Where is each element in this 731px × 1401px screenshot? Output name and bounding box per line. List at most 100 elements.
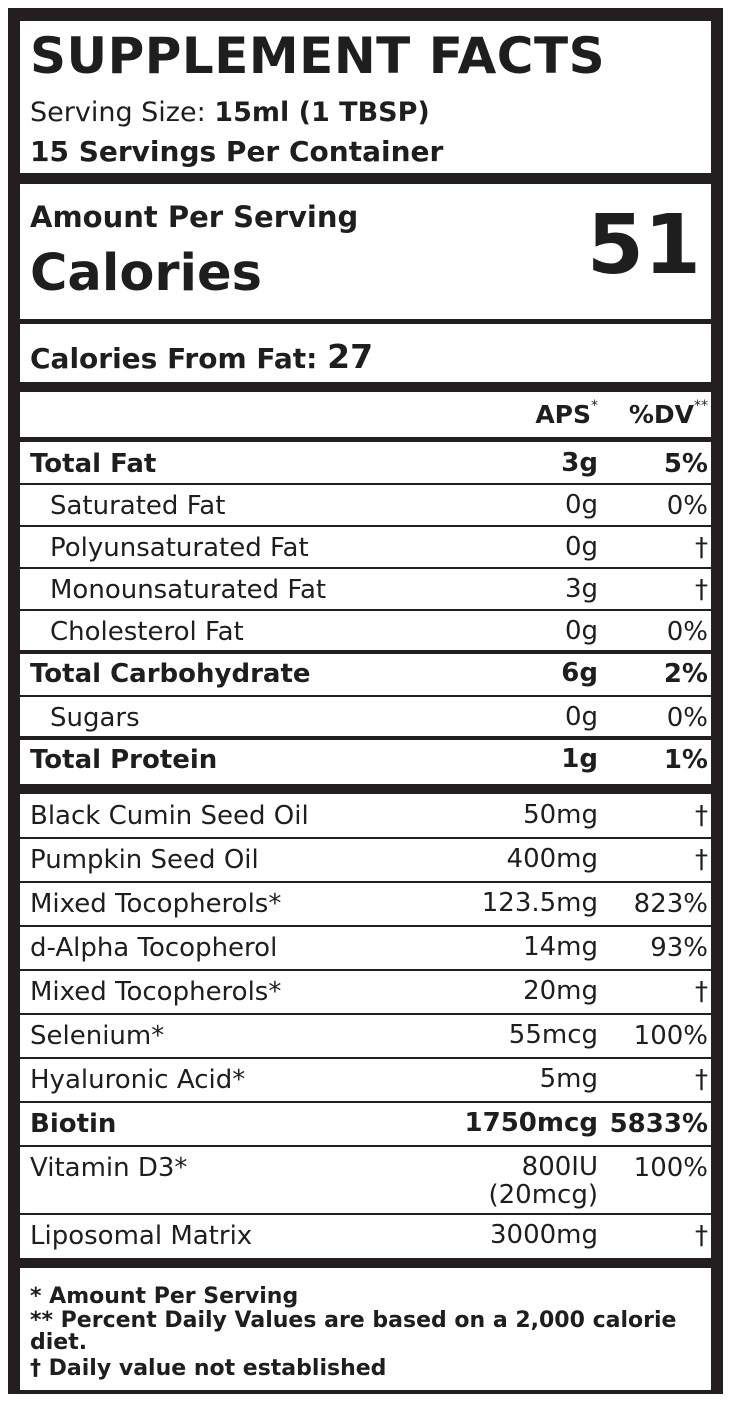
row-name: Biotin (30, 1109, 117, 1139)
nutrient-row-total-protein-7: Total Protein 1g 1% (20, 738, 711, 784)
row-divider (20, 736, 711, 740)
row-amount: 0g (565, 491, 598, 519)
row-amount: 5mg (540, 1065, 598, 1093)
footnote-aps: * Amount Per Serving (30, 1284, 299, 1309)
row-divider (20, 1013, 711, 1015)
nutrient-row-saturated-fat-1: Saturated Fat 0g 0% (20, 484, 711, 526)
row-amount-value: 1g (561, 744, 598, 774)
row-amount: 1750mcg (465, 1109, 598, 1137)
row-divider (20, 881, 711, 883)
row-name: d-Alpha Tocopherol (30, 933, 278, 963)
servings-label: Servings Per Container (78, 135, 444, 168)
row-daily-value: 0% (666, 491, 708, 521)
row-amount: 400mg (507, 845, 598, 873)
footnotes-section: * Amount Per Serving ** Percent Daily Va… (20, 1268, 711, 1390)
row-amount-value: 6g (561, 658, 598, 688)
row-amount: 14mg (523, 933, 598, 961)
ingredient-row-vitamin-d3-8: Vitamin D3* 800IU (20mcg) 100% (20, 1146, 711, 1214)
row-divider (20, 837, 711, 839)
row-daily-value: 100% (633, 1153, 708, 1183)
serving-size-label: Serving Size: (30, 97, 206, 128)
row-amount: 50mg (523, 801, 598, 829)
ingredient-row-selenium-5: Selenium* 55mcg 100% (20, 1014, 711, 1058)
servings-count: 15 (30, 135, 69, 168)
aps-header-mark: * (591, 398, 598, 414)
row-daily-value: 1% (663, 745, 708, 775)
calories-from-fat-section: Calories From Fat: 27 (20, 324, 711, 382)
ingredient-row-mixed-tocopherols-4: Mixed Tocopherols* 20mg † (20, 970, 711, 1014)
row-amount: 55mcg (509, 1021, 598, 1049)
calories-section: Amount Per Serving Calories 51 (20, 184, 711, 319)
calories-from-fat-label: Calories From Fat: (30, 342, 318, 375)
calories-from-fat: Calories From Fat: 27 (30, 337, 373, 376)
serving-size-value: 15ml (1 TBSP) (214, 97, 430, 128)
row-amount-value: 0g (564, 702, 598, 732)
row-amount-value: 0g (564, 616, 598, 646)
nutrient-row-total-carbohydrate-5: Total Carbohydrate 6g 2% (20, 652, 711, 696)
ingredient-row-liposomal-matrix-9: Liposomal Matrix 3000mg † (20, 1214, 711, 1258)
row-name: Total Fat (30, 449, 157, 479)
row-daily-value: 5833% (609, 1109, 708, 1139)
row-amount-secondary: (20mcg) (488, 1180, 599, 1210)
row-amount: 800IU (20mcg) (489, 1153, 599, 1209)
row-name: Cholesterol Fat (50, 617, 244, 647)
calories-from-fat-value: 27 (327, 337, 374, 376)
row-name: Hyaluronic Acid* (30, 1065, 246, 1095)
row-name: Sugars (50, 703, 140, 733)
row-amount-value: 3g (564, 574, 598, 604)
aps-header-label: APS (535, 400, 591, 429)
row-name: Mixed Tocopherols* (30, 889, 282, 919)
row-divider (20, 695, 711, 697)
row-name: Saturated Fat (50, 491, 226, 521)
row-amount: 1g (561, 745, 598, 773)
row-amount: 0g (565, 617, 598, 645)
row-amount-value: 0g (564, 532, 598, 562)
row-daily-value: † (695, 1221, 708, 1251)
ingredient-row-hyaluronic-acid-6: Hyaluronic Acid* 5mg † (20, 1058, 711, 1102)
row-divider (20, 1145, 711, 1147)
row-daily-value: † (695, 977, 708, 1007)
row-amount-value: 5mg (539, 1064, 598, 1094)
nutrient-row-cholesterol-fat-4: Cholesterol Fat 0g 0% (20, 610, 711, 652)
ingredient-row-biotin-7: Biotin 1750mcg 5833% (20, 1102, 711, 1146)
serving-size: Serving Size: 15ml (1 TBSP) (30, 97, 430, 128)
row-amount: 20mg (523, 977, 598, 1005)
row-amount-value: 20mg (523, 976, 598, 1006)
row-amount: 0g (565, 533, 598, 561)
row-amount-value: 50mg (523, 800, 598, 830)
row-daily-value: 5% (663, 449, 708, 479)
row-daily-value: 823% (633, 889, 708, 919)
row-amount: 3000mg (490, 1221, 598, 1249)
row-daily-value: † (695, 1065, 708, 1095)
row-divider (20, 1213, 711, 1215)
row-name: Mixed Tocopherols* (30, 977, 282, 1007)
row-name: Pumpkin Seed Oil (30, 845, 259, 875)
nutrient-row-monounsaturated-fat-3: Monounsaturated Fat 3g † (20, 568, 711, 610)
footnote-dagger: † Daily value not established (30, 1356, 387, 1381)
row-daily-value: † (695, 801, 708, 831)
row-divider (20, 1101, 711, 1103)
row-daily-value: 93% (650, 933, 708, 963)
ingredient-row-mixed-tocopherols-2: Mixed Tocopherols* 123.5mg 823% (20, 882, 711, 926)
row-amount: 123.5mg (482, 889, 598, 917)
nutrient-row-sugars-6: Sugars 0g 0% (20, 696, 711, 738)
row-amount: 0g (565, 703, 598, 731)
label-title: SUPPLEMENT FACTS (30, 27, 606, 85)
label-header: SUPPLEMENT FACTS Serving Size: 15ml (1 T… (20, 21, 711, 173)
row-amount-value: 3g (561, 448, 598, 478)
nutrients-table: Total Fat 3g 5% Saturated Fat 0g 0% Polyunsatu… (20, 442, 711, 784)
column-header-row: APS* %DV** (20, 392, 711, 437)
row-divider (20, 1057, 711, 1059)
nutrient-row-total-fat-0: Total Fat 3g 5% (20, 442, 711, 484)
calories-value: 51 (586, 198, 701, 293)
row-daily-value: 0% (666, 703, 708, 733)
row-amount-value: 14mg (523, 932, 598, 962)
dv-header-label: %DV (628, 400, 694, 429)
amount-per-serving-label: Amount Per Serving (30, 200, 359, 234)
row-name: Total Protein (30, 745, 218, 775)
row-divider (20, 969, 711, 971)
row-name: Vitamin D3* (30, 1153, 188, 1183)
row-name: Total Carbohydrate (30, 659, 311, 689)
supplement-facts-label: SUPPLEMENT FACTS Serving Size: 15ml (1 T… (8, 8, 723, 1394)
row-name: Monounsaturated Fat (50, 575, 327, 605)
